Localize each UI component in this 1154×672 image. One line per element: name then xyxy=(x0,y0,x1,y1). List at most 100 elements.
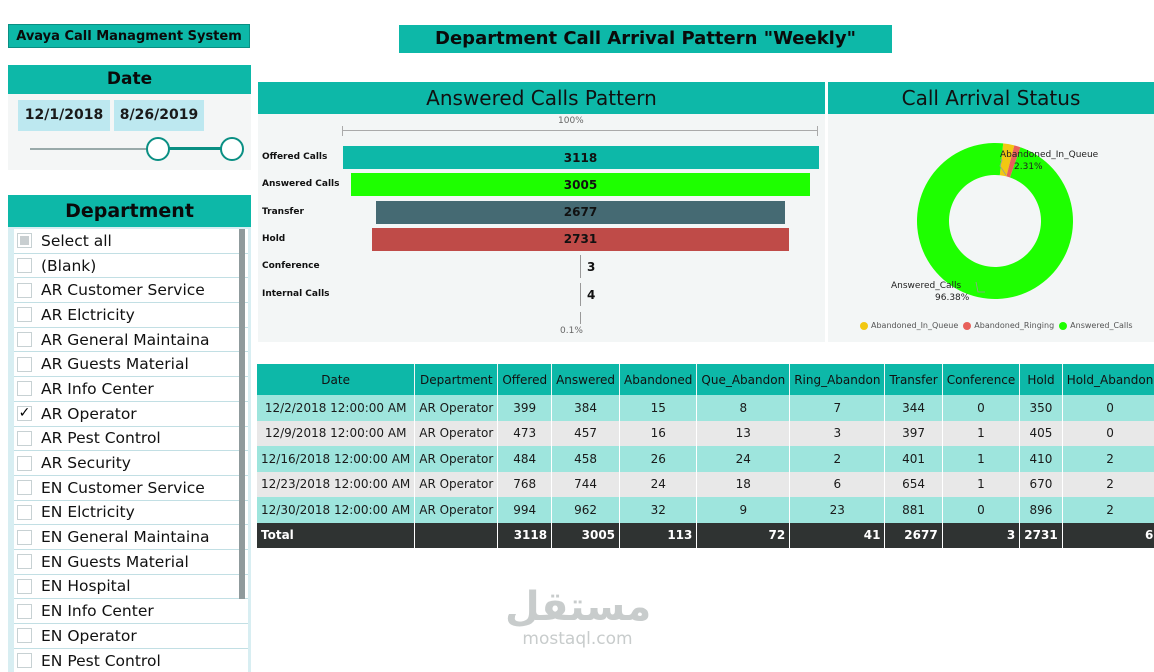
date-slider-start-handle[interactable] xyxy=(146,137,170,161)
department-item-label: EN Pest Control xyxy=(41,651,161,670)
date-end-input[interactable]: 8/26/2019 xyxy=(114,100,204,131)
checkbox-icon[interactable]: ✓ xyxy=(17,405,32,422)
table-cell: 0 xyxy=(1062,420,1154,446)
legend-label: Abandoned_In_Queue xyxy=(871,321,959,330)
legend-label: Answered_Calls xyxy=(1070,321,1133,330)
funnel-bar[interactable]: 3005 xyxy=(351,173,810,197)
department-item[interactable]: AR Security xyxy=(14,451,248,476)
department-item[interactable]: EN Customer Service xyxy=(14,475,248,501)
table-cell: 8 xyxy=(696,395,791,421)
department-item[interactable]: EN Elctricity xyxy=(14,500,248,526)
column-header[interactable]: Date xyxy=(257,364,416,395)
checkbox-icon[interactable] xyxy=(17,578,32,594)
department-item[interactable]: EN General Maintaina xyxy=(14,525,248,550)
department-item[interactable]: AR Elctricity xyxy=(14,303,248,328)
checkbox-icon[interactable] xyxy=(17,504,32,520)
table-row[interactable]: 12/16/2018 12:00:00 AM AR Operator 484 458 2… xyxy=(257,446,1154,472)
column-header[interactable]: Ring_Abandon xyxy=(789,364,886,395)
checkbox-icon[interactable] xyxy=(17,381,32,397)
checkbox-icon[interactable] xyxy=(17,480,32,496)
donut-slice[interactable] xyxy=(1006,145,1021,178)
checkbox-icon[interactable] xyxy=(17,430,32,446)
table-cell: 384 xyxy=(551,395,621,421)
column-header[interactable]: Department xyxy=(414,364,499,395)
checkbox-icon[interactable] xyxy=(17,258,32,274)
donut-title: Call Arrival Status xyxy=(828,82,1154,114)
checkbox-icon[interactable] xyxy=(17,332,32,348)
legend-item[interactable]: Abandoned_In_Queue xyxy=(860,321,958,330)
checkbox-icon[interactable] xyxy=(17,529,32,545)
date-start-input[interactable]: 12/1/2018 xyxy=(18,100,110,131)
department-item[interactable]: EN Info Center xyxy=(14,599,248,624)
department-item[interactable]: EN Operator xyxy=(14,624,248,649)
table-row[interactable]: 12/30/2018 12:00:00 AM AR Operator 994 962 3… xyxy=(257,497,1154,523)
department-item[interactable]: EN Guests Material xyxy=(14,549,248,575)
date-slider-end-handle[interactable] xyxy=(220,137,244,161)
column-header[interactable]: Abandoned xyxy=(619,364,698,395)
column-header[interactable]: Offered xyxy=(497,364,553,395)
donut-slice[interactable] xyxy=(999,143,1015,177)
date-slider-track[interactable] xyxy=(30,148,235,150)
department-item[interactable]: AR Customer Service xyxy=(14,278,248,304)
funnel-category-label: Hold xyxy=(262,233,286,244)
legend-item[interactable]: Answered_Calls xyxy=(1059,321,1133,330)
department-item[interactable]: EN Pest Control xyxy=(14,648,248,672)
column-header[interactable]: Answered xyxy=(551,364,621,395)
legend-item[interactable]: Abandoned_Ringing xyxy=(963,321,1054,330)
table-cell: 397 xyxy=(884,420,943,446)
funnel-value-label: 4 xyxy=(587,287,596,302)
table-cell: 744 xyxy=(551,471,621,497)
table-row[interactable]: 12/9/2018 12:00:00 AM AR Operator 473 457 16… xyxy=(257,420,1154,446)
mostaql-watermark: مستقل mostaql.com xyxy=(505,585,651,649)
table-cell: 7 xyxy=(789,395,886,421)
checkbox-icon[interactable] xyxy=(17,628,32,644)
table-cell: 12/23/2018 12:00:00 AM xyxy=(257,471,416,497)
department-item[interactable]: AR Guests Material xyxy=(14,352,248,378)
checkbox-icon[interactable] xyxy=(17,603,32,619)
checkbox-icon[interactable] xyxy=(17,554,32,570)
funnel-bar[interactable] xyxy=(580,282,581,306)
total-cell: 3005 xyxy=(551,522,621,548)
checkbox-icon[interactable] xyxy=(17,233,32,249)
table-row[interactable]: 12/23/2018 12:00:00 AM AR Operator 768 744 2… xyxy=(257,471,1154,497)
table-row[interactable]: 12/2/2018 12:00:00 AM AR Operator 399 384 15… xyxy=(257,395,1154,421)
date-slider-range xyxy=(158,147,233,150)
department-item[interactable]: (Blank) xyxy=(14,253,248,279)
department-item-label: (Blank) xyxy=(41,256,97,275)
table-cell: 0 xyxy=(1062,395,1154,421)
table-cell: 1 xyxy=(942,471,1021,497)
table-header-row: Date Department Offered Answered Abandoned Qu… xyxy=(257,364,1154,395)
funnel-bar[interactable]: 3118 xyxy=(342,146,819,169)
total-cell: 6 xyxy=(1062,522,1154,548)
funnel-bar[interactable]: 2731 xyxy=(372,227,789,251)
checkbox-icon[interactable] xyxy=(17,455,32,471)
department-item[interactable]: Select all xyxy=(14,229,248,254)
column-header[interactable]: Que_Abandon xyxy=(696,364,791,395)
table-cell: 654 xyxy=(884,471,943,497)
column-header[interactable]: Hold xyxy=(1019,364,1063,395)
table-cell: 12/16/2018 12:00:00 AM xyxy=(257,446,416,472)
department-item[interactable]: AR Pest Control xyxy=(14,426,248,452)
checkbox-icon[interactable] xyxy=(17,653,32,669)
column-header[interactable]: Hold_Abandon xyxy=(1062,364,1154,395)
funnel-bottom-percent: 0.1% xyxy=(560,326,583,336)
department-item[interactable]: AR General Maintaina xyxy=(14,327,248,353)
funnel-title: Answered Calls Pattern xyxy=(258,82,825,114)
department-item[interactable]: EN Hospital xyxy=(14,574,248,600)
table-total-row: Total 3118 3005 113 72 41 2677 3 2731 6 xyxy=(257,522,1154,548)
funnel-bar[interactable] xyxy=(580,255,581,279)
checkbox-icon[interactable] xyxy=(17,356,32,372)
checkbox-icon[interactable] xyxy=(17,282,32,298)
checkbox-icon[interactable] xyxy=(17,307,32,323)
department-slicer-header: Department xyxy=(8,195,251,227)
funnel-bar[interactable]: 2677 xyxy=(376,200,785,224)
department-item[interactable]: ✓ AR Operator xyxy=(14,401,248,427)
table-cell: AR Operator xyxy=(414,420,499,446)
department-item[interactable]: AR Info Center xyxy=(14,377,248,402)
department-list-scrollbar[interactable] xyxy=(239,229,245,599)
column-header[interactable]: Transfer xyxy=(884,364,943,395)
column-header[interactable]: Conference xyxy=(942,364,1021,395)
table-cell: 994 xyxy=(497,497,553,523)
funnel-axis-tick-right xyxy=(817,126,818,136)
donut-slice[interactable] xyxy=(917,143,1073,299)
